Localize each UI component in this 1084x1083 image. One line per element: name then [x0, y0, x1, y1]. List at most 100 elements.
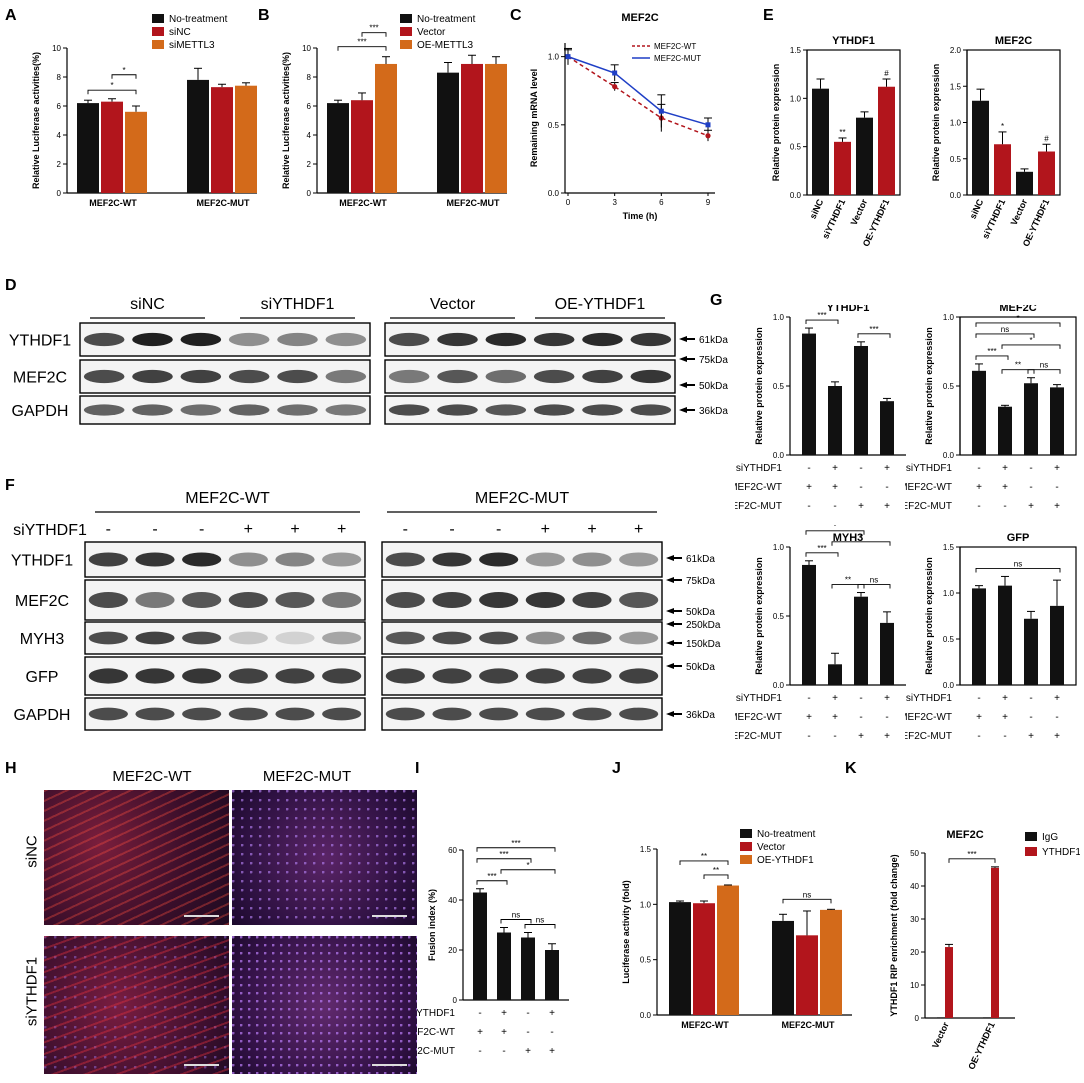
chart-g2-title: MEF2C	[999, 305, 1036, 314]
chart-g2-bar	[998, 406, 1012, 455]
chart-b-significance-label: ***	[357, 38, 366, 47]
chart-g3-bar	[828, 664, 842, 685]
chart-j: 0.0 0.5 1.0 1.5 Luciferase activity (fold) ME…	[621, 829, 852, 1030]
blot-f-left-band	[275, 631, 315, 645]
blot-f-arrow-icon	[666, 621, 682, 627]
chart-c-legend-label: MEF2C-MUT	[654, 54, 701, 63]
chart-i-grid-row-label: MEF2C-MUT	[415, 1046, 455, 1057]
chart-i-grid-row-label: siYTHDF1	[415, 1008, 455, 1019]
chart-g1-bar	[880, 401, 894, 455]
chart-g2-grid-row-label: MEF2C-MUT	[905, 501, 952, 512]
chart-g4-bar	[972, 588, 986, 685]
blot-d-kda-label: 61kDa	[699, 335, 728, 346]
chart-g2-grid-sign: -	[1029, 482, 1032, 493]
chart-i-significance-label: ***	[487, 872, 496, 881]
chart-e2-bar	[994, 144, 1011, 195]
chart-g2-grid-sign: -	[977, 501, 980, 512]
blot-f-lane-sign: +	[541, 521, 550, 538]
chart-i-significance-label: ns	[512, 911, 520, 920]
chart-g1-grid-sign: +	[806, 482, 812, 493]
blot-d-right-band	[630, 404, 672, 416]
chart-c-x-tick-label: 0	[566, 198, 571, 207]
chart-e1-y-tick-label: 1.5	[790, 46, 802, 55]
chart-g1-bar	[802, 333, 816, 455]
blot-f-right-frame	[381, 621, 663, 655]
chart-g3-y-label: Relative protein expression	[754, 557, 764, 675]
chart-b-significance	[337, 46, 387, 51]
chart-i-grid-row-label: MEF2C-WT	[415, 1027, 455, 1038]
chart-b-legend-label: OE-METTL3	[417, 40, 474, 51]
chart-e2-y-tick-label: 0.0	[950, 191, 962, 200]
chart-g4-grid-sign: +	[1054, 693, 1060, 704]
blot-f-left-band	[88, 631, 128, 645]
micrograph-wt-sinc	[44, 790, 229, 925]
chart-e1-title: YTHDF1	[832, 35, 875, 47]
chart-g2-bar	[1024, 383, 1038, 455]
chart-g2-y-tick-label: 0.0	[943, 451, 955, 460]
blot-f-right-band	[572, 552, 612, 567]
chart-g2-significance	[1001, 344, 1061, 349]
western-blot-d: siNC siYTHDF1 Vector OE-YTHDF1 YTHDF1 MEF2C GA…	[9, 296, 728, 425]
chart-g3-significance-label: ***	[817, 544, 826, 553]
blot-f-right-band	[525, 668, 565, 684]
chart-i-grid-sign: -	[502, 1046, 505, 1057]
blot-d-left-band	[132, 332, 173, 347]
blot-f-left-band	[322, 631, 362, 645]
chart-j-bar	[693, 903, 715, 1015]
chart-i-y-tick-label: 40	[448, 896, 457, 905]
blot-d-right-band	[485, 404, 527, 416]
panel-label-d: D	[5, 277, 17, 294]
chart-j-y-label: Luciferase activity (fold)	[621, 880, 631, 984]
chart-g1-y-tick-label: 1.0	[773, 313, 785, 322]
blot-d-left-band	[132, 369, 173, 384]
chart-c-x-tick-label: 9	[706, 198, 711, 207]
chart-k-legend-label: YTHDF1	[1042, 847, 1080, 858]
chart-k-bar	[937, 1017, 945, 1018]
chart-e1-y-label: Relative protein expression	[771, 64, 781, 182]
chart-g-gfp: 0.0 0.5 1.0 1.5 Relative protein expression G…	[905, 532, 1077, 742]
blot-d-arrow-icon	[679, 382, 695, 388]
chart-k-y-tick-label: 30	[910, 915, 919, 924]
blot-f-lane-sign: +	[634, 521, 643, 538]
chart-j-legend-label: OE-YTHDF1	[757, 855, 814, 866]
blot-d-left-band	[83, 369, 125, 384]
blot-d-arrow-icon	[679, 356, 695, 362]
chart-k-y-label: YTHDF1 RIP enrichment (fold change)	[889, 854, 899, 1016]
chart-a-legend-swatch	[152, 40, 164, 49]
chart-g3-y-tick-label: 1.0	[773, 543, 785, 552]
chart-e1-x-tick-label: Vector	[849, 197, 870, 227]
blot-f-group-label: MEF2C-MUT	[475, 490, 569, 507]
chart-a-x-tick-label: MEF2C-WT	[89, 198, 137, 208]
chart-e1-frame	[806, 49, 901, 196]
blot-f-right-frame	[381, 656, 663, 696]
blot-f-row-label: YTHDF1	[11, 553, 73, 570]
blot-f-left-frame	[84, 697, 366, 731]
chart-b-significance	[361, 32, 387, 37]
chart-g2-grid-sign: +	[976, 482, 982, 493]
chart-b-legend-label: No-treatment	[417, 14, 476, 25]
blot-f-right-band	[619, 707, 659, 721]
blot-f-left-band	[135, 592, 175, 608]
chart-j-bar	[820, 909, 842, 1015]
blot-f-right-band	[619, 552, 659, 567]
chart-i-significance-label: *	[526, 861, 529, 870]
blot-d-kda-label: 50kDa	[699, 381, 728, 392]
chart-g1-significance-label: ***	[869, 325, 878, 334]
blot-d-row-label: YTHDF1	[9, 333, 71, 350]
chart-a-y-tick-label: 8	[57, 73, 62, 82]
blot-f-arrow-icon	[666, 577, 682, 583]
chart-i-significance	[500, 919, 532, 924]
blot-f-left-frame	[84, 656, 366, 696]
blot-d-group-label: siYTHDF1	[261, 296, 335, 313]
blot-f-arrow-icon	[666, 640, 682, 646]
chart-i-significance	[476, 858, 532, 863]
blot-f-right-band	[385, 552, 425, 567]
chart-g1-grid-sign: -	[859, 463, 862, 474]
blot-f-right-band	[572, 668, 612, 684]
chart-g2-significance	[1027, 369, 1061, 374]
chart-i-significance	[476, 880, 508, 885]
chart-e2-y-tick-label: 0.5	[950, 155, 962, 164]
chart-g3-grid-sign: -	[859, 693, 862, 704]
chart-g4-y-tick-label: 1.5	[943, 543, 955, 552]
chart-g2-grid-row-label: siYTHDF1	[906, 463, 953, 474]
